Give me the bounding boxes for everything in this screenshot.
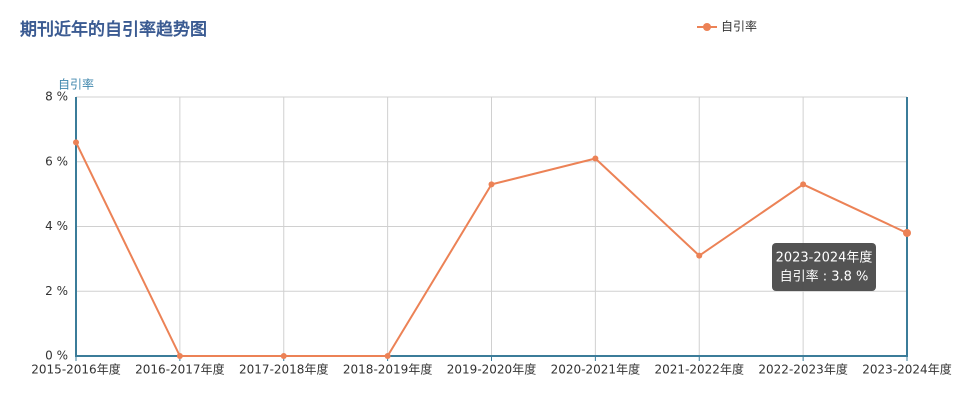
tooltip-text: 自引率 : 3.8 % xyxy=(780,269,869,285)
y-tick-label: 8 % xyxy=(45,90,68,104)
legend-marker xyxy=(703,23,711,31)
point xyxy=(384,353,391,359)
x-tick-label: 2018-2019年度 xyxy=(343,362,432,377)
point xyxy=(488,181,495,188)
point xyxy=(592,155,599,162)
point xyxy=(903,228,911,237)
point xyxy=(800,181,807,188)
chart-title: 期刊近年的自引率趋势图 xyxy=(20,19,207,40)
legend-label: 自引率 xyxy=(721,19,757,34)
point xyxy=(696,252,703,259)
y-axis-label: 自引率 xyxy=(58,77,94,92)
y-tick-label: 0 % xyxy=(45,349,68,363)
point xyxy=(73,139,79,146)
y-tick-label: 6 % xyxy=(45,154,68,168)
point xyxy=(176,353,183,359)
tooltip-title: 2023-2024年度 xyxy=(776,250,873,266)
tooltip xyxy=(772,243,876,291)
x-tick-label: 2017-2018年度 xyxy=(239,362,328,377)
x-tick-label: 2021-2022年度 xyxy=(655,362,744,377)
y-tick-label: 2 % xyxy=(45,284,68,298)
x-tick-label: 2023-2024年度 xyxy=(862,362,951,377)
x-tick-label: 2020-2021年度 xyxy=(551,362,640,377)
x-tick-label: 2022-2023年度 xyxy=(758,362,847,377)
y-tick-label: 4 % xyxy=(45,219,68,233)
x-tick-label: 2019-2020年度 xyxy=(447,362,536,377)
point xyxy=(280,353,287,359)
x-tick-label: 2015-2016年度 xyxy=(31,362,120,377)
x-tick-label: 2016-2017年度 xyxy=(135,362,224,377)
